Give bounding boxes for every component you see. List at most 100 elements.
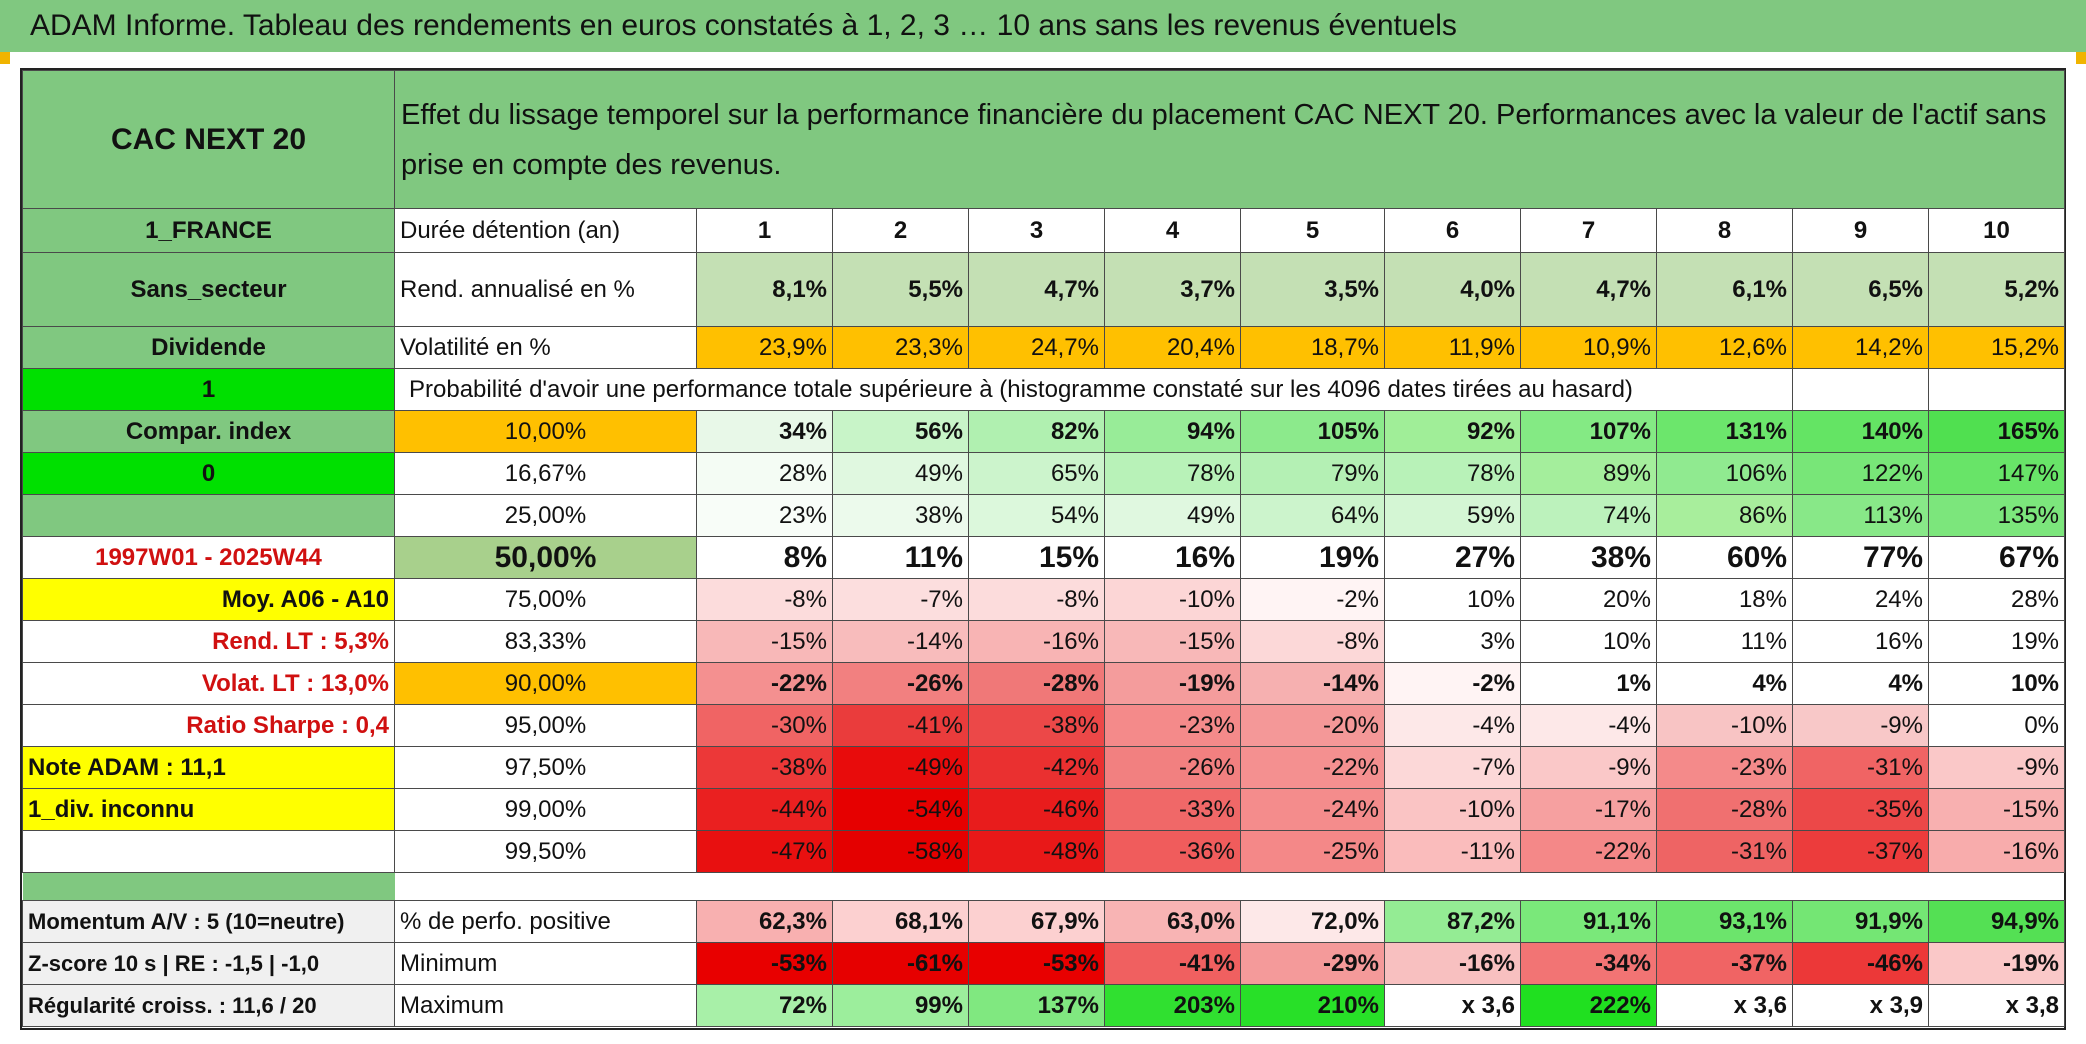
summary-cell: 62,3%: [696, 900, 833, 943]
rend-cell: 4,7%: [1520, 252, 1657, 327]
vol-cell: 10,9%: [1520, 326, 1657, 369]
vol-cell: 24,7%: [968, 326, 1105, 369]
rend-cell: 4,7%: [968, 252, 1105, 327]
quantile-cell: -15%: [1104, 620, 1241, 663]
quantile-cell: -22%: [1520, 830, 1657, 873]
summary-cell: 91,9%: [1792, 900, 1929, 943]
quantile-cell: 18%: [1656, 578, 1793, 621]
quantile-cell: -37%: [1792, 830, 1929, 873]
quantile-cell: -10%: [1656, 704, 1793, 747]
rend-cell: 8,1%: [696, 252, 833, 327]
quantile-cell: -47%: [696, 830, 833, 873]
quantile-cell: 77%: [1792, 536, 1929, 579]
quantile-cell: 34%: [696, 410, 833, 453]
quantile-cell: 19%: [1927, 620, 2066, 663]
quantile-threshold: 16,67%: [394, 452, 697, 495]
quantile-cell: -2%: [1384, 662, 1521, 705]
quantile-cell: -8%: [1240, 620, 1385, 663]
quantile-cell: 19%: [1240, 536, 1385, 579]
quantile-cell: 135%: [1927, 494, 2066, 537]
quantile-cell: -16%: [1927, 830, 2066, 873]
quantile-cell: 10%: [1927, 662, 2066, 705]
side-volat_lt: Volat. LT : 13,0%: [22, 662, 395, 705]
summary-cell: 137%: [968, 984, 1105, 1027]
quantile-cell: -33%: [1104, 788, 1241, 831]
quantile-cell: -36%: [1104, 830, 1241, 873]
quantile-cell: -10%: [1384, 788, 1521, 831]
quantile-cell: 79%: [1240, 452, 1385, 495]
quantile-cell: -22%: [696, 662, 833, 705]
quantile-cell: -30%: [696, 704, 833, 747]
vol-label: Volatilité en %: [394, 326, 697, 369]
side-note: Note ADAM : 11,1: [22, 746, 395, 789]
quantile-cell: -4%: [1384, 704, 1521, 747]
summary-cell: -53%: [696, 942, 833, 985]
quantile-cell: -9%: [1792, 704, 1929, 747]
year-header: 8: [1656, 208, 1793, 253]
quantile-rows: Compar. index 10,00% 34% 56% 82% 94% 105% 92% 10…: [22, 410, 2066, 873]
quantile-cell: 140%: [1792, 410, 1929, 453]
corner-marker: [0, 52, 10, 64]
summary-label: Minimum: [394, 942, 697, 985]
quantile-cell: 15%: [968, 536, 1105, 579]
quantile-cell: 65%: [968, 452, 1105, 495]
quantile-cell: 16%: [1104, 536, 1241, 579]
summary-cell: 203%: [1104, 984, 1241, 1027]
year-header: 9: [1792, 208, 1929, 253]
country-label: 1_FRANCE: [22, 208, 395, 253]
quantile-cell: 38%: [832, 494, 969, 537]
quantile-cell: 82%: [968, 410, 1105, 453]
quantile-cell: -41%: [832, 704, 969, 747]
side-empty: [22, 494, 395, 537]
quantile-cell: 28%: [696, 452, 833, 495]
summary-cell: 93,1%: [1656, 900, 1793, 943]
quantile-cell: -9%: [1927, 746, 2066, 789]
side-regularite: Régularité croiss. : 11,6 / 20: [22, 984, 395, 1027]
side-rend_lt: Rend. LT : 5,3%: [22, 620, 395, 663]
vol-cell: 20,4%: [1104, 326, 1241, 369]
quantile-cell: 28%: [1927, 578, 2066, 621]
quantile-cell: 11%: [832, 536, 969, 579]
quantile-cell: -28%: [1656, 788, 1793, 831]
quantile-threshold: 10,00%: [394, 410, 697, 453]
quantile-cell: 49%: [832, 452, 969, 495]
quantile-cell: -26%: [832, 662, 969, 705]
quantile-cell: 10%: [1520, 620, 1657, 663]
summary-cell: -16%: [1384, 942, 1521, 985]
side-empty: [22, 830, 395, 873]
quantile-cell: -8%: [696, 578, 833, 621]
quantile-cell: -38%: [696, 746, 833, 789]
summary-label: % de perfo. positive: [394, 900, 697, 943]
asset-name: CAC NEXT 20: [22, 70, 395, 209]
year-header: 4: [1104, 208, 1241, 253]
quantile-cell: -2%: [1240, 578, 1385, 621]
quantile-cell: 56%: [832, 410, 969, 453]
quantile-cell: -4%: [1520, 704, 1657, 747]
quantile-threshold: 99,00%: [394, 788, 697, 831]
quantile-cell: 38%: [1520, 536, 1657, 579]
side-compar: Compar. index: [22, 410, 395, 453]
quantile-cell: -14%: [1240, 662, 1385, 705]
quantile-threshold: 99,50%: [394, 830, 697, 873]
year-header: 1: [696, 208, 833, 253]
summary-cell: -29%: [1240, 942, 1385, 985]
quantile-cell: 105%: [1240, 410, 1385, 453]
quantile-cell: 64%: [1240, 494, 1385, 537]
quantile-cell: 27%: [1384, 536, 1521, 579]
summary-cell: -61%: [832, 942, 969, 985]
side-flag0: 0: [22, 452, 395, 495]
summary-cell: -37%: [1656, 942, 1793, 985]
quantile-cell: 147%: [1927, 452, 2066, 495]
quantile-cell: -23%: [1656, 746, 1793, 789]
quantile-cell: 8%: [696, 536, 833, 579]
year-header: 10: [1927, 208, 2066, 253]
rend-cell: 6,5%: [1792, 252, 1929, 327]
summary-cell: x 3,6: [1384, 984, 1521, 1027]
quantile-cell: 20%: [1520, 578, 1657, 621]
quantile-cell: 107%: [1520, 410, 1657, 453]
summary-cell: 210%: [1240, 984, 1385, 1027]
quantile-cell: 78%: [1104, 452, 1241, 495]
quantile-cell: 54%: [968, 494, 1105, 537]
side-sharpe: Ratio Sharpe : 0,4: [22, 704, 395, 747]
side-div: 1_div. inconnu: [22, 788, 395, 831]
